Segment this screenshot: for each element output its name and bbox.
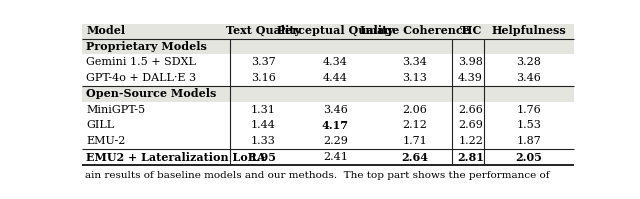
Text: 2.06: 2.06: [403, 105, 428, 115]
Text: 2.66: 2.66: [458, 105, 483, 115]
Text: EMU2 + Lateralization LoRA: EMU2 + Lateralization LoRA: [86, 151, 266, 163]
Bar: [83, 23, 573, 39]
Bar: [83, 86, 573, 102]
Text: GPT-4o + DALL·E 3: GPT-4o + DALL·E 3: [86, 73, 196, 83]
Text: Text Quality: Text Quality: [226, 25, 301, 36]
Text: 4.44: 4.44: [323, 73, 348, 83]
Text: 4.17: 4.17: [322, 120, 349, 131]
Text: 3.16: 3.16: [251, 73, 276, 83]
Bar: [83, 39, 573, 55]
Text: 1.44: 1.44: [251, 120, 276, 131]
Text: 1.76: 1.76: [516, 105, 541, 115]
Text: Image Coherence: Image Coherence: [360, 25, 470, 36]
Text: 3.46: 3.46: [516, 73, 541, 83]
Text: 3.46: 3.46: [323, 105, 348, 115]
Text: 1.31: 1.31: [251, 105, 276, 115]
Text: 3.98: 3.98: [458, 57, 483, 67]
Text: Proprietary Models: Proprietary Models: [86, 41, 207, 52]
Text: 1.53: 1.53: [516, 120, 541, 131]
Text: ain results of baseline models and our methods.  The top part shows the performa: ain results of baseline models and our m…: [85, 171, 550, 180]
Text: 1.87: 1.87: [516, 136, 541, 146]
Text: 2.12: 2.12: [403, 120, 428, 131]
Text: 1.33: 1.33: [251, 136, 276, 146]
Text: Perceptual Quality: Perceptual Quality: [277, 25, 394, 36]
Text: 2.05: 2.05: [515, 151, 542, 163]
Text: Open-Source Models: Open-Source Models: [86, 88, 217, 100]
Text: 3.34: 3.34: [403, 57, 428, 67]
Text: Helpfulness: Helpfulness: [492, 25, 566, 36]
Text: 2.41: 2.41: [323, 152, 348, 162]
Text: 4.34: 4.34: [323, 57, 348, 67]
Text: Gemini 1.5 + SDXL: Gemini 1.5 + SDXL: [86, 57, 196, 67]
Text: GILL: GILL: [86, 120, 115, 131]
Text: 3.13: 3.13: [403, 73, 428, 83]
Text: 1.95: 1.95: [250, 151, 277, 163]
Text: MiniGPT-5: MiniGPT-5: [86, 105, 145, 115]
Text: 3.28: 3.28: [516, 57, 541, 67]
Text: 2.64: 2.64: [401, 151, 428, 163]
Text: 2.81: 2.81: [457, 151, 484, 163]
Text: TIC: TIC: [460, 25, 482, 36]
Text: Model: Model: [86, 25, 125, 36]
Text: 3.37: 3.37: [251, 57, 276, 67]
Text: 2.69: 2.69: [458, 120, 483, 131]
Text: 1.71: 1.71: [403, 136, 427, 146]
Text: 4.39: 4.39: [458, 73, 483, 83]
Text: 1.22: 1.22: [458, 136, 483, 146]
Text: EMU-2: EMU-2: [86, 136, 126, 146]
Text: 2.29: 2.29: [323, 136, 348, 146]
